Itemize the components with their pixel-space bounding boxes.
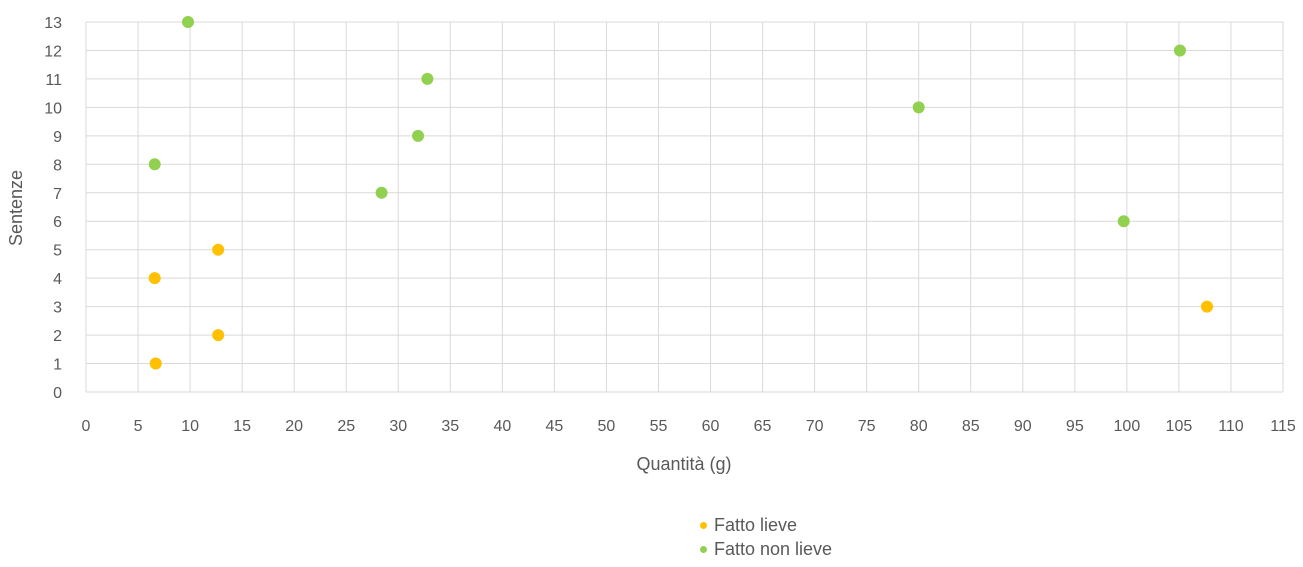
legend-label-fatto-non-lieve: Fatto non lieve — [714, 538, 833, 559]
point-fatto-lieve — [148, 272, 161, 285]
x-tick-label: 10 — [181, 418, 199, 435]
x-tick-labels: 0 5 10 15 20 25 30 35 40 45 50 55 60 65 70 75 80 85 90 95 10… — [82, 418, 1296, 435]
y-tick-label: 0 — [53, 385, 62, 402]
x-tick-label: 25 — [337, 418, 355, 435]
y-tick-label: 9 — [53, 129, 62, 146]
x-tick-label: 55 — [650, 418, 668, 435]
x-tick-label: 15 — [233, 418, 251, 435]
y-tick-label: 11 — [45, 72, 62, 89]
y-tick-label: 7 — [53, 186, 62, 203]
y-tick-label: 2 — [53, 328, 62, 345]
point-fatto-lieve — [1201, 300, 1214, 313]
legend-item-fatto-lieve: Fatto lieve — [700, 513, 832, 537]
point-fatto-non-lieve — [1173, 44, 1186, 57]
y-tick-label: 12 — [44, 43, 62, 60]
x-tick-label: 105 — [1166, 418, 1193, 435]
y-tick-label: 13 — [44, 15, 62, 32]
x-tick-label: 50 — [598, 418, 616, 435]
x-tick-label: 5 — [134, 418, 143, 435]
x-tick-label: 110 — [1218, 418, 1244, 435]
x-tick-label: 100 — [1114, 418, 1141, 435]
point-fatto-lieve — [212, 329, 225, 342]
x-tick-label: 95 — [1066, 418, 1084, 435]
x-tick-label: 45 — [545, 418, 563, 435]
x-tick-label: 20 — [285, 418, 303, 435]
x-tick-label: 35 — [441, 418, 459, 435]
x-axis-title: Quantità (g) — [636, 454, 731, 474]
point-fatto-non-lieve — [912, 101, 925, 114]
legend-marker-fatto-non-lieve — [700, 545, 707, 553]
scatter-chart: 0 5 10 15 20 25 30 35 40 45 50 55 60 65 70 75 80 85 90 95 10… — [6, 15, 1296, 474]
point-fatto-non-lieve — [375, 186, 388, 199]
point-fatto-lieve — [149, 357, 162, 370]
legend-label-fatto-lieve: Fatto lieve — [714, 514, 798, 535]
x-tick-label: 85 — [962, 418, 980, 435]
x-tick-label: 30 — [389, 418, 407, 435]
y-tick-label: 6 — [53, 214, 62, 231]
point-fatto-non-lieve — [421, 72, 434, 85]
legend: Fatto lieve Fatto non lieve — [700, 513, 832, 561]
x-tick-label: 0 — [82, 418, 91, 435]
point-fatto-non-lieve — [412, 129, 425, 142]
x-tick-label: 60 — [702, 418, 720, 435]
legend-marker-fatto-lieve — [700, 521, 707, 529]
x-tick-label: 40 — [493, 418, 511, 435]
x-tick-label: 70 — [806, 418, 824, 435]
x-tick-label: 65 — [754, 418, 772, 435]
x-tick-label: 80 — [910, 418, 928, 435]
y-axis-title: Sentenze — [6, 170, 26, 246]
point-fatto-non-lieve — [1117, 215, 1130, 228]
y-tick-label: 10 — [44, 100, 62, 117]
y-tick-label: 3 — [53, 300, 62, 317]
horizontal-gridlines — [86, 21, 1283, 393]
legend-item-fatto-non-lieve: Fatto non lieve — [700, 537, 832, 561]
data-points — [148, 16, 1214, 370]
y-tick-label: 8 — [53, 157, 62, 174]
y-tick-label: 1 — [53, 357, 62, 374]
vertical-gridlines — [85, 22, 1284, 392]
y-tick-label: 5 — [53, 243, 62, 260]
y-tick-label: 4 — [53, 271, 62, 288]
x-tick-label: 75 — [858, 418, 876, 435]
point-fatto-non-lieve — [148, 158, 161, 171]
x-tick-label: 90 — [1014, 418, 1032, 435]
point-fatto-lieve — [212, 243, 225, 256]
x-tick-label: 115 — [1270, 418, 1296, 435]
point-fatto-non-lieve — [182, 16, 195, 28]
